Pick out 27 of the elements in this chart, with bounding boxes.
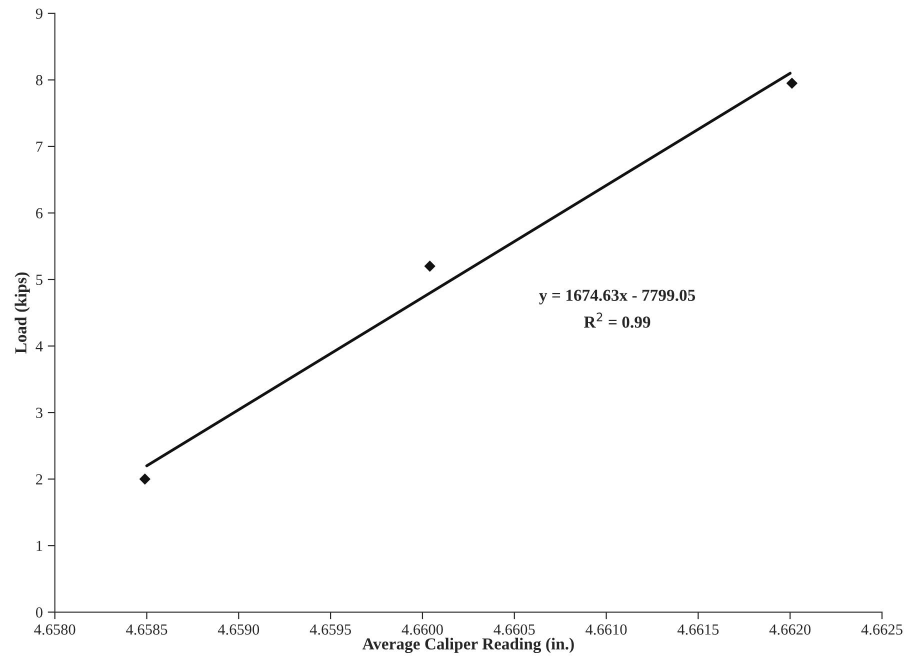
x-tick-label: 4.6620 (769, 624, 811, 635)
annotation: R$^{2}$ = 0.99 (584, 312, 650, 328)
y-tick-label: 8 (36, 75, 42, 86)
x-tick-label: 4.6625 (861, 624, 902, 635)
x-tick-label: 4.6580 (34, 624, 76, 635)
point (424, 260, 436, 272)
y-tick-label: 9 (36, 8, 42, 19)
x-tick-label: 4.6590 (218, 624, 260, 635)
y-axis-title: Load (kips) (14, 272, 30, 354)
y-tick-label: 7 (36, 142, 43, 152)
y-tick-label: 3 (36, 408, 42, 418)
annotation: y = 1674.63x - 7799.05 (539, 290, 696, 304)
point (139, 474, 150, 485)
y-tick-label: 1 (36, 540, 42, 551)
y-tick-label: 4 (36, 341, 43, 352)
x-tick-label: 4.6595 (310, 624, 351, 635)
y-tick-label: 6 (36, 208, 43, 218)
x-tick-label: 4.6610 (586, 624, 627, 635)
point (786, 78, 798, 89)
x-tick-label: 4.6615 (677, 624, 719, 635)
y-tick-label: 5 (36, 274, 42, 285)
x-axis-title: Average Caliper Reading (in.) (362, 638, 574, 654)
x-tick-label: 4.6605 (494, 624, 535, 635)
x-tick-label: 4.6585 (126, 624, 168, 635)
x-tick-label: 4.6600 (402, 624, 443, 635)
y-tick-label: 2 (36, 474, 42, 484)
y-tick-label: 0 (36, 607, 42, 618)
